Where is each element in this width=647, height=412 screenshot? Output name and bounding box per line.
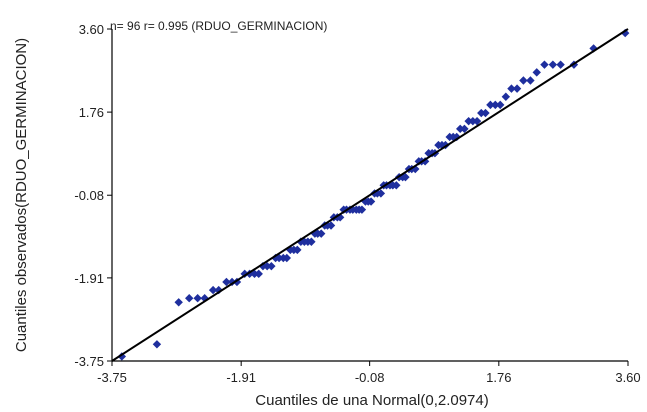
data-point [254, 269, 263, 279]
y-tick-label: 3.60 [79, 22, 104, 37]
data-point [357, 205, 367, 214]
data-point [307, 237, 316, 246]
data-point [486, 100, 495, 110]
x-tick-label: 1.76 [486, 370, 511, 385]
data-point [556, 60, 565, 69]
y-axis-title: Cuantiles observados(RDUO_GERMINACION) [13, 38, 30, 352]
y-tick-label: -1.91 [74, 271, 104, 286]
data-point [519, 76, 528, 85]
y-tick-label: -3.75 [74, 354, 104, 369]
data-point [258, 261, 268, 271]
y-tick-label: -0.08 [74, 188, 104, 203]
data-point [267, 261, 276, 271]
data-point [282, 253, 292, 263]
data-point [185, 294, 194, 303]
data-point [420, 157, 430, 166]
ticks-layer: -3.75 -1.91 -0.08 1.76 3.60 -3.75 -1.91 -0.08 1.… [74, 22, 640, 385]
data-point [366, 197, 376, 206]
data-point [174, 298, 183, 307]
data-point [214, 285, 223, 295]
data-point [464, 116, 473, 126]
x-tick-label: -0.08 [355, 370, 385, 385]
data-point [208, 285, 218, 295]
data-point [376, 189, 386, 198]
data-point [317, 229, 326, 238]
data-point [392, 181, 401, 190]
plot-annotation: n= 96 r= 0.995 (RDUO_GERMINACION) [110, 19, 327, 33]
data-point [512, 84, 522, 93]
data-point [491, 100, 500, 110]
reference-line [111, 28, 629, 362]
data-point [477, 108, 486, 118]
data-point [456, 124, 465, 134]
data-point [548, 60, 558, 69]
x-axis-title: Cuantiles de una Normal(0,2.0974) [255, 392, 488, 409]
data-point [193, 294, 202, 303]
x-tick-label: -3.75 [97, 370, 127, 385]
x-tick-label: -1.91 [226, 370, 256, 385]
data-point [293, 245, 302, 255]
data-point [472, 116, 482, 126]
data-point [481, 108, 490, 118]
data-point [526, 76, 535, 85]
data-point [460, 124, 469, 134]
data-point [222, 277, 231, 287]
data-point [496, 100, 505, 110]
data-point [468, 116, 478, 126]
data-point [507, 84, 516, 93]
data-point [401, 172, 410, 182]
data-point [589, 44, 598, 53]
data-point [452, 132, 461, 142]
data-point [532, 68, 541, 77]
data-point [152, 340, 162, 349]
points-layer [117, 28, 630, 361]
data-point [620, 28, 630, 38]
data-point [326, 221, 336, 230]
y-tick-label: 1.76 [79, 105, 104, 120]
x-tick-label: 3.60 [615, 370, 640, 385]
data-point [262, 261, 272, 271]
data-point [540, 60, 549, 69]
data-point [501, 92, 511, 101]
